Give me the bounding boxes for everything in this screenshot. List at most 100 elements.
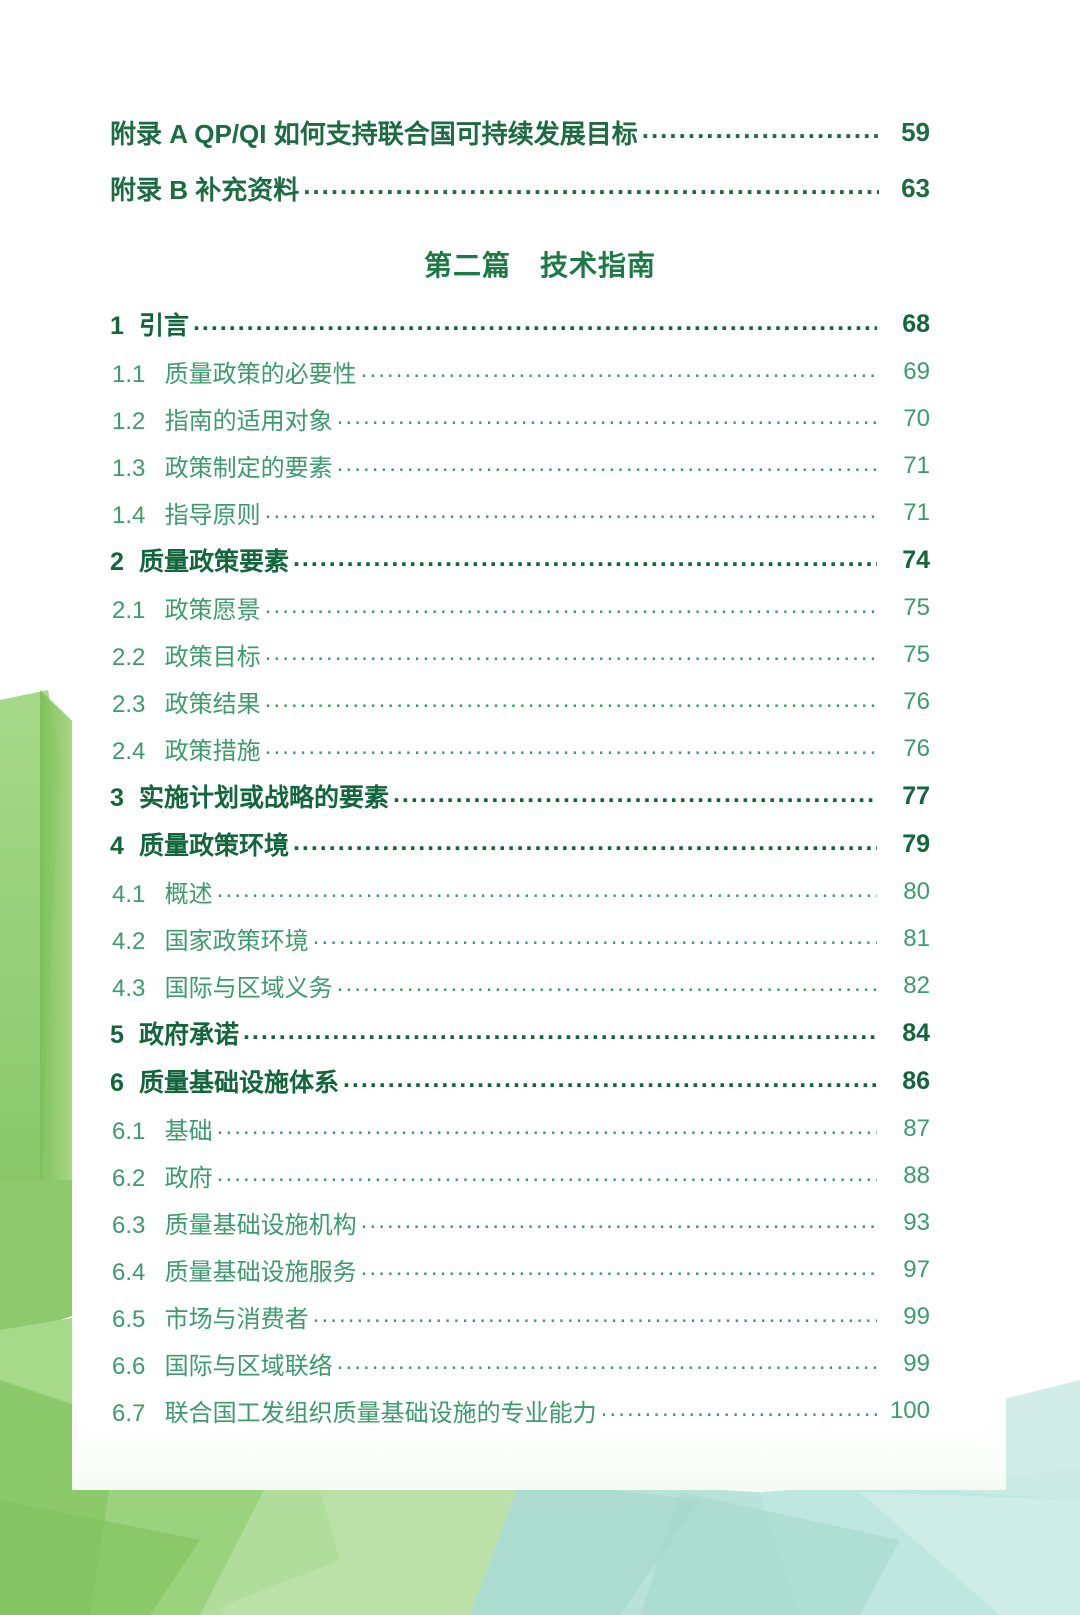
toc-entry-page: 77 <box>902 781 930 810</box>
toc-entry-number: 6 <box>110 1069 124 1097</box>
toc-content: 附录 A QP/QI 如何支持联合国可持续发展目标 59 附录 B 补充资料 6… <box>0 0 1080 1490</box>
toc-row-6[interactable]: 6 质量基础设施体系 86 <box>110 1057 930 1105</box>
toc-entry-page: 71 <box>903 498 930 526</box>
toc-row-4-2[interactable]: 4.2 国家政策环境 81 <box>110 915 930 962</box>
leader-dots <box>337 974 877 998</box>
appendix-list: 附录 A QP/QI 如何支持联合国可持续发展目标 59 附录 B 补充资料 6… <box>110 104 930 216</box>
toc-entry-number: 5 <box>110 1021 124 1049</box>
toc-entry-page: 70 <box>903 404 930 432</box>
leader-dots <box>265 643 877 667</box>
toc-entry-title: 联合国工发组织质量基础设施的专业能力 <box>164 1400 597 1427</box>
toc-row-1-2[interactable]: 1.2 指南的适用对象 70 <box>110 395 930 442</box>
toc-row-6-7[interactable]: 6.7 联合国工发组织质量基础设施的专业能力 100 <box>110 1387 930 1434</box>
toc-entry-label: 1 引言 <box>110 306 189 342</box>
leader-dots <box>217 1117 877 1141</box>
toc-entry-title: 质量基础设施体系 <box>138 1069 339 1097</box>
toc-row-1-3[interactable]: 1.3 政策制定的要素 71 <box>110 442 930 489</box>
toc-row-1-1[interactable]: 1.1 质量政策的必要性 69 <box>110 348 930 395</box>
toc-entry-page: 99 <box>903 1349 930 1377</box>
toc-row-2-1[interactable]: 2.1 政策愿景 75 <box>110 584 930 631</box>
toc-entry-page: 81 <box>903 924 930 952</box>
toc-row-2[interactable]: 2 质量政策要素 74 <box>110 536 930 584</box>
toc-entry-label: 5 政府承诺 <box>110 1015 239 1051</box>
toc-row-4-3[interactable]: 4.3 国际与区域义务 82 <box>110 962 930 1009</box>
toc-entry-title: 政府承诺 <box>138 1021 239 1049</box>
toc-entry-number: 6.7 <box>112 1400 146 1427</box>
toc-entry-title: 政策制定的要素 <box>164 455 333 482</box>
toc-row-6-1[interactable]: 6.1 基础 87 <box>110 1105 930 1152</box>
toc-entry-number: 1.4 <box>112 502 146 529</box>
toc-row-6-2[interactable]: 6.2 政府 88 <box>110 1152 930 1199</box>
toc-entry-number: 4.1 <box>112 881 146 908</box>
toc-row-2-3[interactable]: 2.3 政策结果 76 <box>110 678 930 725</box>
toc-entry-number: 6.1 <box>112 1118 146 1145</box>
toc-entry-page: 75 <box>903 593 930 621</box>
toc-entry-page: 69 <box>903 357 930 385</box>
toc-row-6-5[interactable]: 6.5 市场与消费者 99 <box>110 1293 930 1340</box>
toc-row-appendix-a[interactable]: 附录 A QP/QI 如何支持联合国可持续发展目标 59 <box>110 104 930 160</box>
toc-entry-title: 基础 <box>164 1118 213 1145</box>
leader-dots <box>337 1352 877 1376</box>
toc-row-4[interactable]: 4 质量政策环境 79 <box>110 820 930 868</box>
appendix-a-page: 59 <box>901 116 930 147</box>
toc-row-6-4[interactable]: 6.4 质量基础设施服务 97 <box>110 1246 930 1293</box>
toc-entry-label: 6.2 政府 <box>110 1158 213 1193</box>
toc-entry-label: 6.3 质量基础设施机构 <box>110 1205 357 1240</box>
leader-dots <box>337 407 877 431</box>
toc-entry-label: 6.1 基础 <box>110 1111 213 1146</box>
toc-row-2-4[interactable]: 2.4 政策措施 76 <box>110 725 930 772</box>
toc-entry-label: 6.6 国际与区域联络 <box>110 1346 333 1381</box>
toc-entry-title: 政策目标 <box>164 644 261 671</box>
toc-entry-page: 88 <box>903 1161 930 1189</box>
toc-row-1-4[interactable]: 1.4 指导原则 71 <box>110 489 930 536</box>
leader-dots <box>303 175 879 201</box>
toc-entry-label: 3 实施计划或战略的要素 <box>110 778 389 814</box>
toc-entry-title: 指南的适用对象 <box>164 408 333 435</box>
toc-entry-title: 市场与消费者 <box>164 1306 309 1333</box>
toc-entry-page: 86 <box>902 1066 930 1095</box>
toc-row-5[interactable]: 5 政府承诺 84 <box>110 1009 930 1057</box>
toc-entry-title: 质量政策的必要性 <box>164 361 357 388</box>
toc-entry-title: 质量基础设施服务 <box>164 1259 357 1286</box>
toc-entry-number: 4.3 <box>112 975 146 1002</box>
toc-entry-page: 87 <box>903 1114 930 1142</box>
leader-dots <box>343 1069 877 1094</box>
toc-row-1[interactable]: 1 引言 68 <box>110 300 930 348</box>
toc-entry-title: 政策愿景 <box>164 597 261 624</box>
toc-entry-label: 6 质量基础设施体系 <box>110 1063 339 1099</box>
toc-row-6-3[interactable]: 6.3 质量基础设施机构 93 <box>110 1199 930 1246</box>
toc-entry-number: 1.2 <box>112 408 146 435</box>
toc-entry-label: 2.3 政策结果 <box>110 684 261 719</box>
leader-dots <box>265 737 877 761</box>
toc-entry-label: 4.3 国际与区域义务 <box>110 968 333 1003</box>
toc-entry-number: 1.3 <box>112 455 146 482</box>
toc-entry-label: 2.4 政策措施 <box>110 731 261 766</box>
toc-entry-page: 97 <box>903 1255 930 1283</box>
toc-row-appendix-b[interactable]: 附录 B 补充资料 63 <box>110 160 930 216</box>
toc-entry-number: 2 <box>110 548 124 576</box>
toc-entry-title: 概述 <box>164 881 213 908</box>
toc-row-4-1[interactable]: 4.1 概述 80 <box>110 868 930 915</box>
appendix-a-label: 附录 A QP/QI 如何支持联合国可持续发展目标 <box>110 118 638 149</box>
toc-row-3[interactable]: 3 实施计划或战略的要素 77 <box>110 772 930 820</box>
toc-entry-label: 1.4 指导原则 <box>110 495 261 530</box>
page-footer: 21 质量超人 <box>0 1490 1080 1615</box>
toc-list: 1 引言 68 1.1 质量政策的必要性 69 1.2 指南的适用对象 70 1.3 政策制… <box>110 300 930 1434</box>
content-panel-fade <box>72 1420 1006 1490</box>
toc-row-2-2[interactable]: 2.2 政策目标 75 <box>110 631 930 678</box>
toc-entry-title: 政策结果 <box>164 691 261 718</box>
toc-entry-page: 76 <box>903 687 930 715</box>
toc-entry-page: 75 <box>903 640 930 668</box>
toc-entry-title: 质量政策环境 <box>138 832 289 860</box>
leader-dots <box>337 454 877 478</box>
toc-entry-page: 93 <box>903 1208 930 1236</box>
toc-entry-label: 2.2 政策目标 <box>110 637 261 672</box>
toc-row-6-6[interactable]: 6.6 国际与区域联络 99 <box>110 1340 930 1387</box>
leader-dots <box>265 690 877 714</box>
toc-entry-number: 6.4 <box>112 1259 146 1286</box>
appendix-b-page: 63 <box>901 172 930 203</box>
toc-entry-page: 71 <box>903 451 930 479</box>
toc-entry-page: 100 <box>889 1396 930 1424</box>
leader-dots <box>293 832 877 857</box>
